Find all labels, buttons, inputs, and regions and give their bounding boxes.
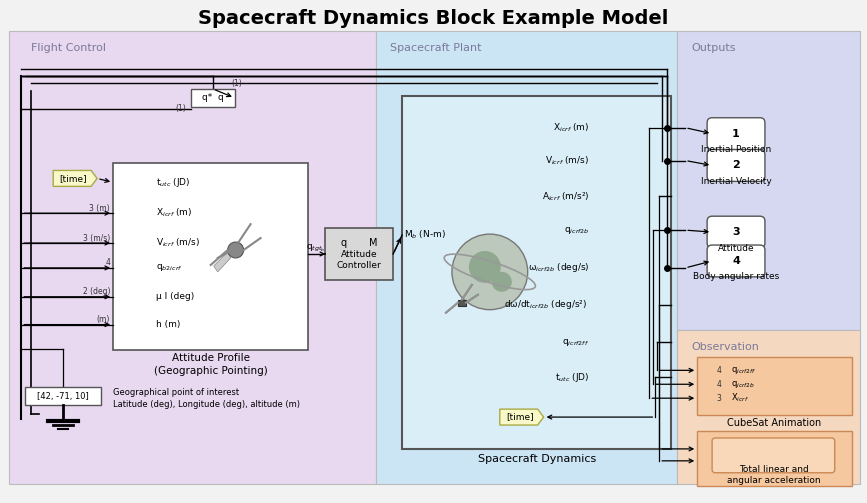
Text: q$_{icrf2b}$: q$_{icrf2b}$ bbox=[564, 225, 590, 235]
Text: 3 (m): 3 (m) bbox=[89, 204, 110, 213]
Text: h (m): h (m) bbox=[156, 320, 180, 329]
Text: Geographical point of interest: Geographical point of interest bbox=[113, 388, 239, 397]
Text: Inertial Position: Inertial Position bbox=[701, 145, 771, 154]
Text: Spacecraft Plant: Spacecraft Plant bbox=[390, 43, 482, 53]
Bar bbox=[677, 31, 859, 329]
Text: μ l (deg): μ l (deg) bbox=[156, 292, 194, 301]
Text: A$_{icrf}$ (m/s²): A$_{icrf}$ (m/s²) bbox=[542, 190, 590, 203]
Text: X$_{icrf}$ (m): X$_{icrf}$ (m) bbox=[553, 121, 590, 134]
Circle shape bbox=[492, 272, 512, 292]
Polygon shape bbox=[213, 252, 231, 272]
FancyBboxPatch shape bbox=[712, 438, 835, 473]
Bar bbox=[113, 163, 309, 351]
Text: 2: 2 bbox=[732, 160, 740, 171]
Text: dω/dt$_{icrf2b}$ (deg/s²): dω/dt$_{icrf2b}$ (deg/s²) bbox=[505, 298, 588, 311]
Text: q$_{tgt_b}$: q$_{tgt_b}$ bbox=[306, 242, 325, 254]
Text: CubeSat Animation: CubeSat Animation bbox=[727, 418, 821, 428]
Text: 2 (deg): 2 (deg) bbox=[82, 287, 110, 296]
Text: (1): (1) bbox=[175, 104, 186, 113]
Text: [time]: [time] bbox=[506, 412, 533, 422]
Text: t$_{utc}$ (JD): t$_{utc}$ (JD) bbox=[156, 176, 191, 189]
Bar bbox=[10, 31, 376, 484]
Circle shape bbox=[452, 234, 528, 310]
Polygon shape bbox=[499, 409, 544, 425]
Text: Body angular rates: Body angular rates bbox=[693, 272, 779, 281]
Text: t$_{utc}$ (JD): t$_{utc}$ (JD) bbox=[555, 371, 590, 384]
Text: 4: 4 bbox=[716, 366, 721, 375]
Bar bbox=[325, 228, 393, 280]
Text: Spacecraft Dynamics Block Example Model: Spacecraft Dynamics Block Example Model bbox=[198, 9, 668, 28]
Text: q$_{icrf2ff}$: q$_{icrf2ff}$ bbox=[563, 337, 590, 348]
Bar bbox=[402, 96, 671, 449]
Text: [time]: [time] bbox=[59, 174, 87, 183]
Polygon shape bbox=[53, 171, 97, 187]
Text: Latitude (deg), Longitude (deg), altitude (m): Latitude (deg), Longitude (deg), altitud… bbox=[113, 400, 300, 408]
Text: Attitude Profile
(Geographic Pointing): Attitude Profile (Geographic Pointing) bbox=[153, 353, 268, 376]
Bar bbox=[25, 387, 101, 405]
Bar bbox=[697, 358, 851, 415]
Text: X$_{icrf}$: X$_{icrf}$ bbox=[731, 392, 749, 404]
Text: q$_{icrf2ff}$: q$_{icrf2ff}$ bbox=[731, 365, 756, 376]
Text: X$_{icrf}$ (m): X$_{icrf}$ (m) bbox=[156, 207, 192, 219]
Text: Flight Control: Flight Control bbox=[31, 43, 107, 53]
FancyBboxPatch shape bbox=[707, 245, 765, 277]
FancyBboxPatch shape bbox=[707, 149, 765, 182]
Text: q$_{b2icrf}$: q$_{b2icrf}$ bbox=[156, 263, 183, 274]
Text: 4: 4 bbox=[732, 256, 740, 266]
Bar bbox=[677, 329, 859, 484]
FancyBboxPatch shape bbox=[707, 216, 765, 248]
Text: V$_{icrf}$ (m/s): V$_{icrf}$ (m/s) bbox=[545, 154, 590, 167]
Text: Attitude: Attitude bbox=[718, 243, 754, 253]
Circle shape bbox=[228, 242, 244, 258]
FancyBboxPatch shape bbox=[707, 118, 765, 149]
Text: Total linear and
angular acceleration: Total linear and angular acceleration bbox=[727, 465, 821, 485]
Text: Spacecraft Dynamics: Spacecraft Dynamics bbox=[478, 454, 596, 464]
Text: q*  q: q* q bbox=[202, 94, 224, 102]
Text: 3: 3 bbox=[716, 394, 721, 403]
Text: Inertial Velocity: Inertial Velocity bbox=[701, 177, 772, 186]
Bar bbox=[376, 31, 677, 484]
Text: (m): (m) bbox=[96, 315, 110, 324]
Text: 3 (m/s): 3 (m/s) bbox=[82, 233, 110, 242]
Text: q$_{icrf2b}$: q$_{icrf2b}$ bbox=[731, 379, 755, 390]
Text: Outputs: Outputs bbox=[691, 43, 736, 53]
Text: 1: 1 bbox=[732, 129, 740, 139]
Text: V$_{icrf}$ (m/s): V$_{icrf}$ (m/s) bbox=[156, 237, 200, 249]
Text: 4: 4 bbox=[716, 380, 721, 389]
Text: (1): (1) bbox=[231, 79, 242, 89]
Bar bbox=[697, 431, 851, 486]
Text: M$_b$ (N-m): M$_b$ (N-m) bbox=[404, 229, 446, 241]
Text: 4: 4 bbox=[105, 259, 110, 268]
Bar bbox=[458, 300, 466, 306]
Text: ω$_{icrf2b}$ (deg/s): ω$_{icrf2b}$ (deg/s) bbox=[528, 262, 590, 275]
Text: Observation: Observation bbox=[691, 342, 759, 352]
Bar bbox=[191, 89, 235, 107]
Text: [42, -71, 10]: [42, -71, 10] bbox=[37, 392, 89, 401]
Circle shape bbox=[469, 251, 501, 283]
Text: q       M: q M bbox=[341, 238, 377, 248]
Text: 3: 3 bbox=[733, 227, 740, 237]
Text: Attitude
Controller: Attitude Controller bbox=[337, 250, 381, 270]
